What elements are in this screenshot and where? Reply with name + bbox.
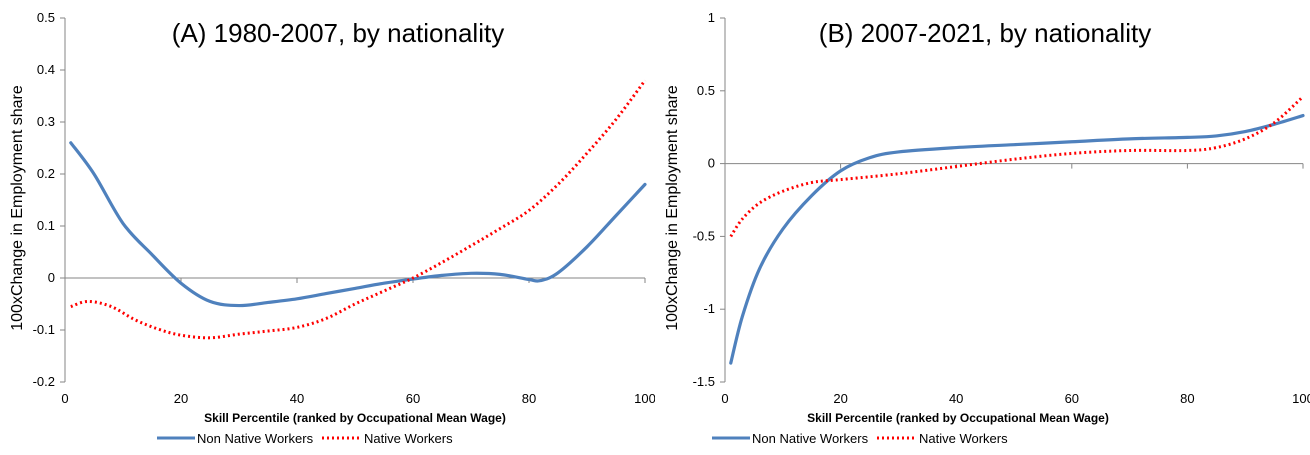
x-tick-label-b-0: 0: [721, 391, 728, 406]
y-tick-label-b-5: 1: [708, 10, 715, 25]
x-axis-label-b: Skill Percentile (ranked by Occupational…: [807, 411, 1109, 425]
chart-panel-b: -1.5 -1 -0.5 0 0.5 1 0 20 40 60 80 100 (B) 2007-2021…: [655, 0, 1310, 455]
series-line-a-non-native: [69, 141, 647, 308]
x-tick-label-b-3: 60: [1065, 391, 1079, 406]
y-tick-label-a-0: -0.2: [33, 374, 55, 389]
series-line-b-native: [729, 95, 1305, 238]
y-tick-label-a-4: 0.2: [37, 166, 55, 181]
chart-title-b: (B) 2007-2021, by nationality: [819, 18, 1151, 48]
y-tick-label-a-3: 0.1: [37, 218, 55, 233]
x-tick-label-b-2: 40: [949, 391, 963, 406]
line-chart-b: -1.5 -1 -0.5 0 0.5 1 0 20 40 60 80 100 (B) 2007-2021…: [664, 10, 1310, 446]
y-tick-label-b-3: 0: [708, 156, 715, 171]
x-tick-label-a-4: 80: [522, 391, 536, 406]
legend-label-native-a: Native Workers: [364, 431, 453, 446]
x-tick-label-a-2: 40: [290, 391, 304, 406]
x-tick-label-b-4: 80: [1180, 391, 1194, 406]
x-axis-label-a: Skill Percentile (ranked by Occupational…: [204, 411, 506, 425]
x-tick-label-b-1: 20: [833, 391, 847, 406]
legend-label-non-native-a: Non Native Workers: [197, 431, 314, 446]
y-tick-label-b-2: -0.5: [693, 228, 715, 243]
y-tick-label-a-7: 0.5: [37, 10, 55, 25]
series-line-a-native: [70, 79, 647, 340]
x-tick-label-a-0: 0: [61, 391, 68, 406]
legend-label-native-b: Native Workers: [919, 431, 1008, 446]
y-tick-label-a-2: 0: [48, 270, 55, 285]
x-tick-label-b-5: 100: [1292, 391, 1310, 406]
chart-panel-a: -0.2 -0.1 0 0.1 0.2 0.3 0.4 0.5 0 20 40 60 80 100 (A) …: [9, 10, 655, 446]
y-tick-label-b-1: -1: [703, 301, 715, 316]
y-axis-label-b: 100xChange in Employment share: [664, 85, 681, 331]
line-chart-a: -0.2 -0.1 0 0.1 0.2 0.3 0.4 0.5 0 20 40 60 80 100 (A) …: [9, 10, 655, 446]
chart-title-a: (A) 1980-2007, by nationality: [172, 18, 504, 48]
x-tick-label-a-1: 20: [174, 391, 188, 406]
y-tick-label-b-0: -1.5: [693, 374, 715, 389]
x-tick-label-a-3: 60: [406, 391, 420, 406]
y-tick-label-a-5: 0.3: [37, 114, 55, 129]
y-tick-label-a-1: -0.1: [33, 322, 55, 337]
series-line-b-non-native: [729, 113, 1305, 365]
legend-label-non-native-b: Non Native Workers: [752, 431, 869, 446]
y-axis-label-a: 100xChange in Employment share: [9, 85, 26, 331]
y-tick-label-b-4: 0.5: [697, 83, 715, 98]
x-tick-label-a-5: 100: [634, 391, 655, 406]
y-tick-label-a-6: 0.4: [37, 62, 55, 77]
